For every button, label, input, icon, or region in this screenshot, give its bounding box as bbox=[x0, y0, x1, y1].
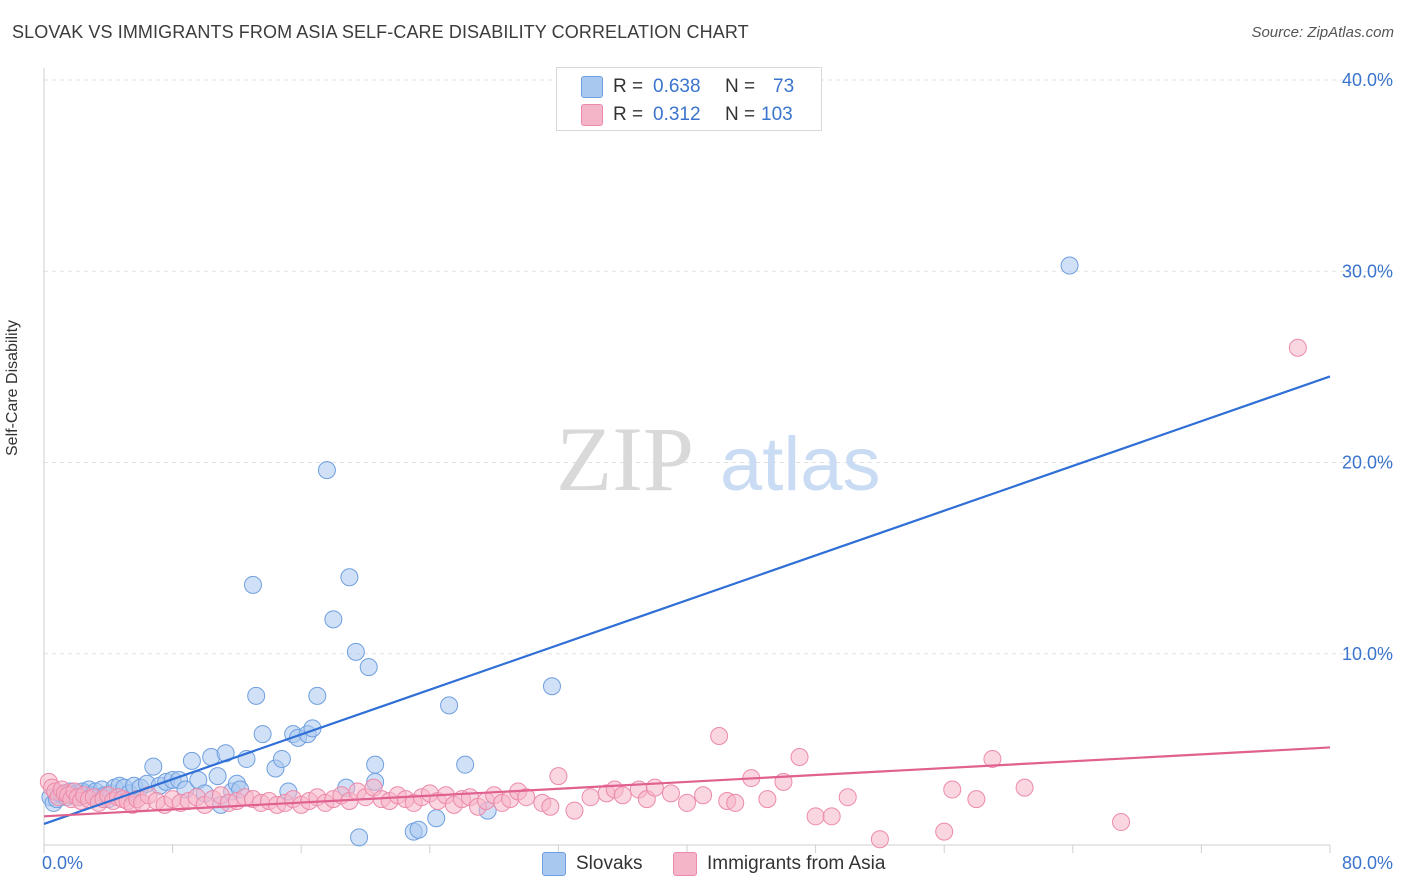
y-axis-label: Self-Care Disability bbox=[4, 319, 21, 456]
y-tick-label: 40.0% bbox=[1342, 70, 1393, 90]
immigrants-point bbox=[1015, 778, 1034, 797]
immigrants-point bbox=[1112, 813, 1131, 832]
immigrants-point bbox=[581, 788, 600, 807]
legend-label: Slovaks bbox=[576, 853, 643, 875]
immigrants-point bbox=[806, 807, 825, 826]
slovaks-point bbox=[359, 658, 378, 677]
slovaks-point bbox=[247, 686, 266, 705]
source-label: Source: ZipAtlas.com bbox=[1251, 24, 1394, 41]
slovaks-point bbox=[1060, 256, 1079, 275]
immigrants-point bbox=[935, 822, 954, 841]
y-tick-label: 30.0% bbox=[1342, 261, 1393, 281]
immigrants-point bbox=[943, 780, 962, 799]
r-label: R = bbox=[613, 104, 644, 125]
legend-row-slovaks: R = 0.638 N = 73 bbox=[557, 72, 821, 100]
watermark-atlas: atlas bbox=[720, 422, 881, 507]
legend-swatch-blue bbox=[542, 852, 566, 876]
n-value: 73 bbox=[773, 76, 795, 97]
y-tick-label: 20.0% bbox=[1342, 453, 1393, 473]
immigrants-point bbox=[613, 786, 632, 805]
y-tick-label: 10.0% bbox=[1342, 644, 1393, 664]
slovaks-point bbox=[346, 642, 365, 661]
slovaks-point bbox=[253, 725, 272, 744]
immigrants-point bbox=[870, 830, 889, 849]
immigrants-point bbox=[549, 767, 568, 786]
legend-item-immigrants[interactable]: Immigrants from Asia bbox=[673, 852, 885, 876]
tick-label-layer: 10.0% 20.0% 30.0% 40.0% 0.0% 80.0% bbox=[42, 70, 1393, 873]
slovaks-point bbox=[208, 767, 227, 786]
immigrants-point bbox=[541, 797, 560, 816]
slovaks-point bbox=[427, 809, 446, 828]
r-value: 0.638 bbox=[653, 76, 701, 97]
n-label: N = bbox=[725, 104, 756, 125]
legend-swatch-pink bbox=[581, 104, 603, 126]
r-value: 0.312 bbox=[653, 104, 701, 125]
slovaks-point bbox=[324, 610, 343, 629]
trend-layer bbox=[43, 375, 1331, 826]
slovaks-point bbox=[440, 696, 459, 715]
slovaks-point bbox=[243, 575, 262, 594]
slovaks-point bbox=[409, 820, 428, 839]
immigrants-point bbox=[967, 790, 986, 809]
legend-row-immigrants: R = 0.312 N = 103 bbox=[557, 100, 821, 128]
slovaks-point bbox=[350, 828, 369, 847]
n-label: N = bbox=[725, 76, 756, 97]
immigrants-point bbox=[838, 788, 857, 807]
legend-swatch-blue bbox=[581, 76, 603, 98]
slovaks-point bbox=[144, 757, 163, 776]
slovaks-point bbox=[308, 686, 327, 705]
correlation-legend: R = 0.638 N = 73 R = 0.312 N = 103 bbox=[556, 67, 822, 131]
immigrants-trend-line bbox=[43, 746, 1331, 818]
immigrants-point bbox=[983, 749, 1002, 768]
x-tick-label: 80.0% bbox=[1342, 853, 1393, 873]
legend-swatch-pink bbox=[673, 852, 697, 876]
immigrants-point bbox=[678, 793, 696, 812]
immigrants-point bbox=[645, 778, 664, 797]
slovaks-point bbox=[340, 568, 359, 587]
slovaks-trend-line bbox=[43, 375, 1331, 826]
slovaks-point bbox=[182, 751, 201, 770]
r-label: R = bbox=[613, 76, 644, 97]
slovaks-point bbox=[272, 749, 291, 768]
immigrants-point bbox=[758, 790, 777, 809]
immigrants-point bbox=[694, 786, 713, 805]
legend-label: Immigrants from Asia bbox=[707, 853, 886, 875]
immigrants-point bbox=[517, 788, 536, 807]
immigrants-point bbox=[710, 726, 729, 745]
legend-item-slovaks[interactable]: Slovaks bbox=[542, 852, 643, 876]
slovaks-point bbox=[456, 755, 475, 774]
immigrants-point bbox=[661, 784, 680, 803]
slovaks-point bbox=[366, 755, 385, 774]
grid-layer bbox=[44, 79, 1390, 655]
watermark-zip: ZIP bbox=[556, 408, 694, 510]
immigrants-point bbox=[726, 793, 745, 812]
axis-layer bbox=[43, 68, 1331, 853]
chart-title: SLOVAK VS IMMIGRANTS FROM ASIA SELF-CARE… bbox=[12, 22, 749, 42]
slovaks-point bbox=[317, 461, 336, 480]
immigrants-point bbox=[1288, 338, 1307, 357]
x-tick-label: 0.0% bbox=[42, 853, 83, 873]
immigrants-point bbox=[822, 807, 841, 826]
n-value: 103 bbox=[761, 104, 793, 125]
watermark: ZIP atlas bbox=[556, 408, 881, 510]
immigrants-point bbox=[565, 801, 584, 820]
slovaks-point bbox=[542, 677, 561, 696]
immigrants-point bbox=[790, 748, 809, 767]
